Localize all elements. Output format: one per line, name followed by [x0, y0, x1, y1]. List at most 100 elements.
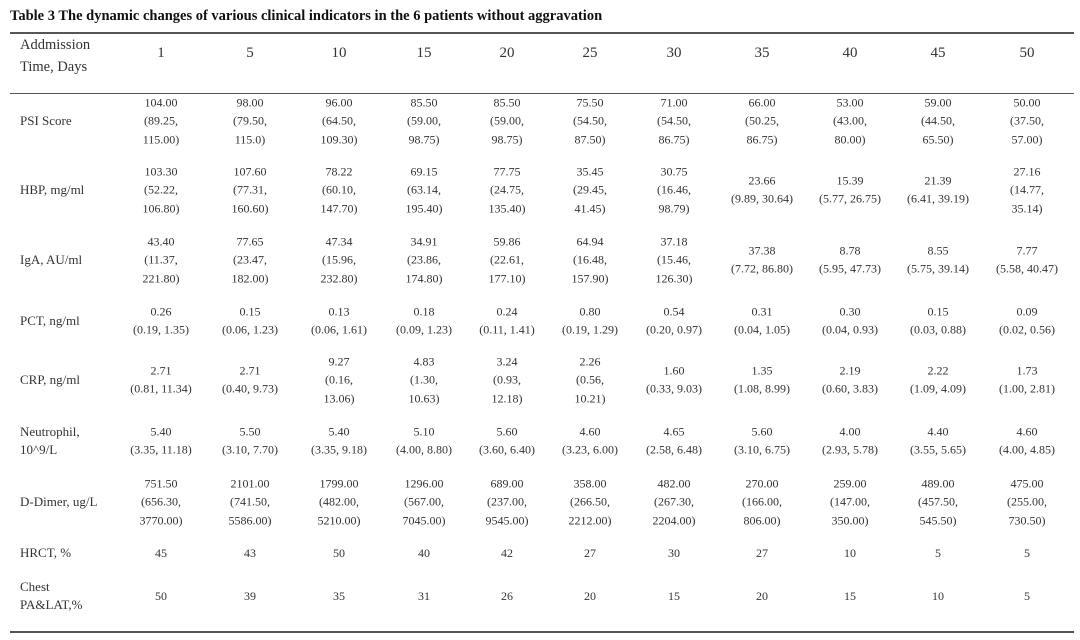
- cell-line: 545.50): [919, 513, 957, 528]
- cell-line: 10.21): [574, 391, 606, 406]
- cell-line: 1.60: [663, 363, 685, 378]
- cell-line: 85.50: [410, 95, 438, 110]
- column-header-day: 50: [1019, 45, 1035, 61]
- header-label-line-2: Time, Days: [20, 59, 88, 75]
- cell-line: (4.00, 8.80): [396, 443, 452, 457]
- cell-line: 64.94: [576, 234, 604, 249]
- cell-line: 5210.00): [317, 513, 361, 528]
- cell-line: (89.25,: [144, 113, 178, 128]
- cell-line: 4.83: [413, 354, 435, 369]
- cell-line: 177.10): [488, 271, 526, 286]
- table-cell: 259.00 (147.00, 350.00): [830, 475, 870, 530]
- table-cell: 4.65 (2.58, 6.48): [646, 423, 702, 460]
- table-cell: 15: [844, 587, 856, 605]
- cell-line: 23.66: [748, 173, 776, 188]
- cell-line: 160.60): [231, 201, 269, 216]
- column-header-day: 1: [157, 45, 165, 61]
- cell-line: 2.71: [150, 363, 172, 378]
- cell-line: 71.00: [660, 95, 688, 110]
- cell-line: (1.08, 8.99): [734, 382, 790, 396]
- table-cell: 751.50 (656.30, 3770.00): [140, 475, 183, 530]
- table-cell: 4.00 (2.93, 5.78): [822, 423, 878, 460]
- cell-line: 182.00): [231, 271, 269, 286]
- table-cell: 98.00 (79.50, 115.0): [233, 94, 267, 149]
- cell-line: (59.00,: [490, 113, 524, 128]
- cell-line: (0.04, 1.05): [734, 323, 790, 337]
- cell-line: 806.00): [743, 513, 781, 528]
- cell-line: 1.73: [1016, 363, 1038, 378]
- table-cell: 35.45 (29.45, 41.45): [573, 163, 607, 218]
- cell-line: 106.80): [142, 201, 180, 216]
- cell-line: 689.00: [490, 476, 524, 491]
- table-cell: 8.55 (5.75, 39.14): [907, 242, 969, 279]
- cell-line: 53.00: [836, 95, 864, 110]
- cell-line: (255.00,: [1007, 494, 1047, 509]
- cell-line: 41.45): [574, 201, 606, 216]
- cell-line: (237.00,: [487, 494, 527, 509]
- cell-line: (0.16,: [325, 372, 353, 387]
- cell-line: 4.65: [663, 424, 685, 439]
- cell-line: 135.40): [488, 201, 526, 216]
- table-cell: 1296.00 (567.00, 7045.00): [403, 475, 446, 530]
- cell-line: 115.00): [142, 132, 180, 147]
- cell-line: 9.27: [328, 354, 350, 369]
- cell-line: (166.00,: [742, 494, 782, 509]
- cell-line: 5.60: [751, 424, 773, 439]
- cell-line: (43.00,: [833, 113, 867, 128]
- cell-line: 2204.00): [652, 513, 696, 528]
- table-cell: 5.40 (3.35, 11.18): [130, 423, 192, 460]
- cell-line: (24.75,: [490, 182, 524, 197]
- table-cell: 37.18 (15.46, 126.30): [656, 233, 693, 288]
- cell-line: (567.00,: [404, 494, 444, 509]
- row-label: CRP, ng/ml: [20, 371, 80, 389]
- cell-line: 15: [844, 588, 856, 603]
- cell-line: 50: [333, 545, 345, 560]
- cell-line: 10: [844, 545, 856, 560]
- cell-line: 35: [333, 588, 345, 603]
- table-cell: 69.15 (63.14, 195.40): [406, 163, 443, 218]
- table-cell: 689.00 (237.00, 9545.00): [486, 475, 529, 530]
- cell-line: 0.09: [1016, 304, 1038, 319]
- cell-line: 3.24: [496, 354, 518, 369]
- cell-line: (16.46,: [657, 182, 691, 197]
- table-bottom-rule: [10, 631, 1074, 633]
- row-label-line: PA&LAT,%: [20, 597, 83, 612]
- cell-line: (3.10, 6.75): [734, 443, 790, 457]
- table-cell: 0.30 (0.04, 0.93): [822, 303, 878, 340]
- header-row-label: Addmission Time, Days: [20, 34, 90, 78]
- cell-line: (52.22,: [144, 182, 178, 197]
- cell-line: 0.15: [927, 304, 949, 319]
- row-label: Chest PA&LAT,%: [20, 578, 82, 614]
- cell-line: (267.30,: [654, 494, 694, 509]
- table-cell: 0.24 (0.11, 1.41): [479, 303, 535, 340]
- table-cell: 64.94 (16.48, 157.90): [572, 233, 609, 288]
- cell-line: (0.20, 0.97): [646, 323, 702, 337]
- cell-line: (0.60, 3.83): [822, 382, 878, 396]
- table-cell: 5.50 (3.10, 7.70): [222, 423, 278, 460]
- table-cell: 0.54 (0.20, 0.97): [646, 303, 702, 340]
- cell-line: (5.75, 39.14): [907, 262, 969, 276]
- cell-line: 50.00: [1013, 95, 1041, 110]
- cell-line: (3.35, 9.18): [311, 443, 367, 457]
- cell-line: 232.80): [320, 271, 358, 286]
- cell-line: 107.60: [233, 164, 267, 179]
- cell-line: 86.75): [746, 132, 778, 147]
- cell-line: (0.56,: [576, 372, 604, 387]
- cell-line: 358.00: [573, 476, 607, 491]
- cell-line: 30.75: [660, 164, 688, 179]
- table-cell: 31: [418, 587, 430, 605]
- table-cell: 270.00 (166.00, 806.00): [742, 475, 782, 530]
- row-label: IgA, AU/ml: [20, 251, 82, 269]
- cell-line: (0.81, 11.34): [130, 382, 192, 396]
- table-cell: 9.27 (0.16, 13.06): [324, 353, 355, 408]
- row-label-line: HBP, mg/ml: [20, 182, 85, 197]
- cell-line: (266.50,: [570, 494, 610, 509]
- cell-line: 98.00: [236, 95, 264, 110]
- cell-line: 98.79): [658, 201, 690, 216]
- cell-line: (3.10, 7.70): [222, 443, 278, 457]
- table-cell: 20: [584, 587, 596, 605]
- column-header-day: 40: [842, 45, 858, 61]
- table-cell: 5: [1024, 544, 1030, 562]
- table-cell: 75.50 (54.50, 87.50): [573, 94, 607, 149]
- cell-line: (0.11, 1.41): [479, 323, 535, 337]
